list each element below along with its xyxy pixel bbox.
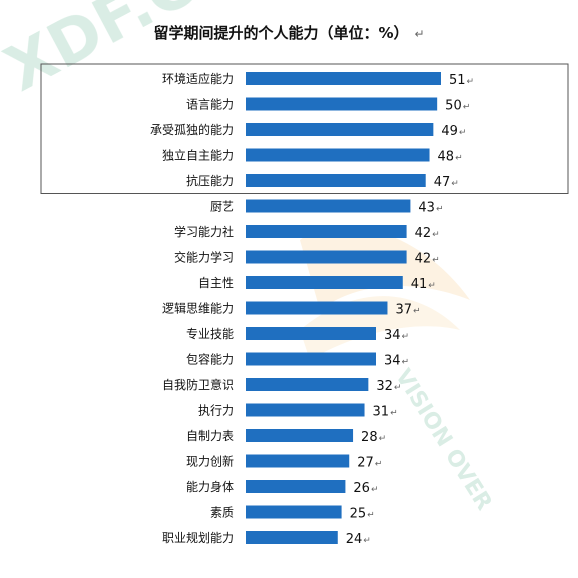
chart-title: 留学期间提升的个人能力（单位：%） ↵: [0, 22, 578, 43]
category-label: 交能力学习: [174, 250, 234, 265]
value-label: 34↵: [384, 328, 409, 343]
bar: [246, 301, 388, 315]
bar: [246, 250, 407, 264]
value-label: 41↵: [411, 277, 436, 292]
bar: [246, 148, 430, 162]
category-label: 自制力表: [186, 429, 234, 443]
value-label: 51↵: [449, 73, 474, 88]
category-label: 自我防卫意识: [162, 377, 234, 392]
value-label: 49↵: [441, 124, 466, 139]
value-label: 47↵: [434, 175, 459, 190]
value-label: 28↵: [361, 430, 386, 445]
bar: [246, 72, 441, 85]
bar: [246, 454, 350, 468]
category-label: 厨艺: [210, 200, 234, 214]
value-label: 31↵: [373, 405, 398, 420]
bar: [246, 276, 403, 289]
bar: [246, 352, 376, 366]
category-label: 语言能力: [186, 98, 234, 112]
category-label: 包容能力: [186, 352, 234, 367]
bars-layer: 环境适应能力 51↵ 语言能力 50↵ 承受孤独的能力 49↵ 独立自主能力 48↵ 抗压能力 4…: [40, 63, 569, 547]
category-label: 现力创新: [186, 454, 234, 469]
watermark-logo-text: XDF.CN: [0, 0, 251, 106]
category-label: 执行力: [198, 404, 234, 418]
bar: [246, 378, 369, 391]
value-label: 48↵: [438, 150, 463, 165]
category-label: 承受孤独的能力: [150, 122, 234, 137]
value-label: 37↵: [395, 303, 420, 318]
category-label: 能力身体: [186, 479, 234, 494]
category-label: 抗压能力: [186, 173, 234, 188]
bar: [246, 403, 365, 417]
category-label: 专业技能: [186, 326, 234, 341]
bar: [246, 199, 411, 213]
value-label: 27↵: [357, 456, 382, 471]
category-label: 逻辑思维能力: [162, 302, 234, 316]
watermark-swoosh: [300, 226, 470, 310]
value-label: 42↵: [415, 226, 440, 241]
bar: [246, 97, 438, 111]
chart-title-text: 留学期间提升的个人能力（单位：%）: [153, 24, 409, 42]
category-label: 素质: [210, 506, 234, 520]
value-label: 42↵: [415, 252, 440, 267]
value-label: 26↵: [353, 481, 378, 496]
value-label: 34↵: [384, 354, 409, 369]
value-label: 24↵: [346, 532, 371, 547]
bar: [246, 480, 346, 493]
category-label: 职业规划能力: [162, 530, 234, 545]
value-label: 43↵: [418, 201, 443, 216]
value-label: 50↵: [445, 99, 470, 114]
bar: [246, 505, 342, 519]
category-label: 学习能力社: [174, 224, 234, 239]
chart-title-mark: ↵: [414, 27, 425, 41]
category-label: 独立自主能力: [162, 148, 234, 163]
bar: [246, 531, 338, 544]
category-label: 环境适应能力: [162, 71, 234, 86]
bar: [246, 429, 354, 442]
value-label: 25↵: [350, 507, 375, 522]
category-label: 自主性: [198, 276, 234, 290]
highlight-box: [40, 63, 569, 194]
value-label: 32↵: [376, 379, 401, 394]
bar: [246, 225, 407, 238]
bar: [246, 174, 426, 187]
bar: [246, 123, 434, 136]
watermark-bottom-text: VISION OVER: [390, 365, 497, 515]
bar: [246, 327, 376, 340]
